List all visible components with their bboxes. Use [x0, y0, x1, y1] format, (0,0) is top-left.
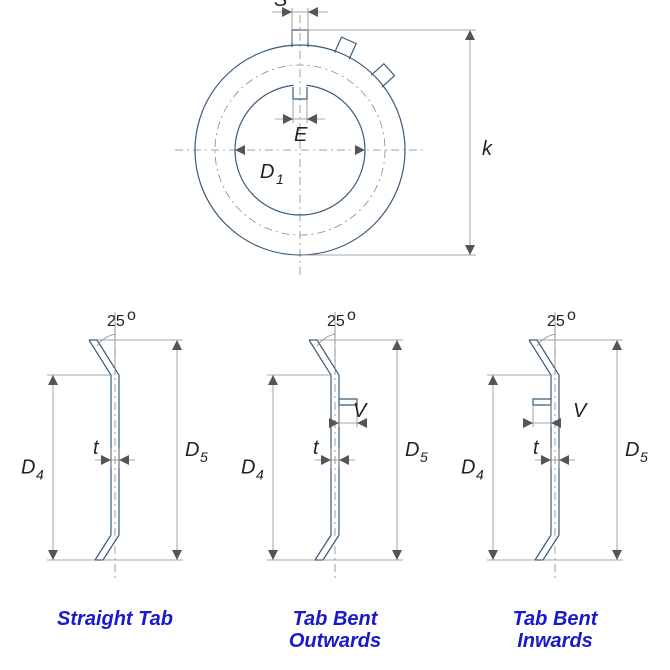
label-D5-1: D	[405, 439, 419, 461]
svg-text:1: 1	[276, 171, 284, 187]
svg-text:o: o	[127, 307, 136, 324]
label-angle-2: 25	[547, 313, 565, 330]
side-view-1: V25otD4D5Tab BentOutwards	[241, 307, 428, 652]
side-view-0: 25otD4D5Straight Tab	[21, 307, 208, 630]
top-view: S Ek D1	[175, 0, 493, 275]
label-S: S	[274, 0, 288, 11]
svg-text:5: 5	[420, 449, 428, 465]
svg-text:5: 5	[200, 449, 208, 465]
svg-text:5: 5	[640, 449, 648, 465]
label-D4-0: D	[21, 457, 35, 479]
svg-text:4: 4	[476, 467, 484, 483]
label-angle-1: 25	[327, 313, 345, 330]
caption-1: Tab Bent	[293, 608, 379, 630]
caption-2: Tab Bent	[513, 608, 599, 630]
svg-text:o: o	[567, 307, 576, 324]
label-t-2: t	[533, 437, 540, 459]
label-V-1: V	[353, 400, 368, 422]
label-V-2: V	[573, 400, 588, 422]
label-E: E	[294, 124, 308, 146]
caption-0: Straight Tab	[57, 608, 173, 630]
caption-1-l2: Outwards	[289, 630, 381, 652]
label-t-1: t	[313, 437, 320, 459]
caption-2-l2: Inwards	[517, 630, 593, 652]
label-D4-1: D	[241, 457, 255, 479]
label-angle-0: 25	[107, 313, 125, 330]
label-D5-2: D	[625, 439, 639, 461]
svg-text:4: 4	[36, 467, 44, 483]
label-t-0: t	[93, 437, 100, 459]
label-D5-0: D	[185, 439, 199, 461]
svg-text:o: o	[347, 307, 356, 324]
label-D4-2: D	[461, 457, 475, 479]
side-view-2: V25otD4D5Tab BentInwards	[461, 307, 648, 652]
svg-text:4: 4	[256, 467, 264, 483]
label-D1: D	[260, 161, 274, 183]
label-k: k	[482, 138, 493, 160]
